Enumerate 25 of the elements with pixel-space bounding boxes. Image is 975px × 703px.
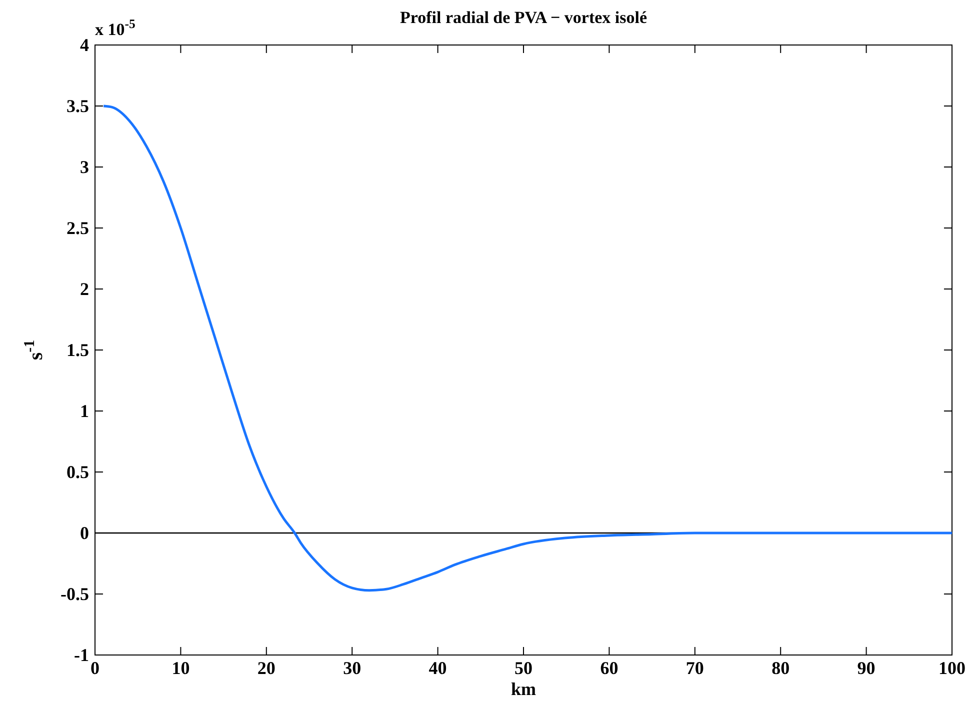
x-tick-label: 30 (343, 658, 362, 678)
y-tick-label: 3 (80, 156, 89, 177)
line-series (102, 104, 954, 592)
x-tick-label: 40 (428, 658, 447, 678)
y-tick-label: 0.5 (66, 462, 89, 482)
y-tick-label: 1 (80, 400, 89, 421)
x-tick-label: 20 (257, 658, 276, 678)
x-tick-label: 70 (686, 658, 704, 678)
x-tick-label: 100 (938, 658, 966, 678)
y-tick-label: 3.5 (66, 96, 89, 116)
y-tick-label: 2.5 (66, 218, 89, 238)
x-tick-label: 80 (772, 658, 790, 678)
y-tick-label: 1.5 (66, 340, 89, 360)
x-tick-label: 60 (600, 658, 618, 678)
y-tick-label: 0 (80, 522, 89, 543)
x-tick-label: 50 (514, 658, 532, 678)
text: x 10$^{-5}$ (95, 17, 136, 39)
x-tick-label: 10 (172, 658, 190, 678)
y-tick-label: 4 (80, 34, 89, 55)
y-tick-label: 2 (80, 278, 89, 299)
y-tick-label: -0.5 (60, 584, 89, 604)
y-tick-label: -1 (74, 644, 89, 665)
chart-title: Profil radial de PVA − vortex isolé (400, 8, 648, 27)
x-tick-label: 90 (857, 658, 876, 678)
x-axis-title: km (510, 679, 536, 699)
